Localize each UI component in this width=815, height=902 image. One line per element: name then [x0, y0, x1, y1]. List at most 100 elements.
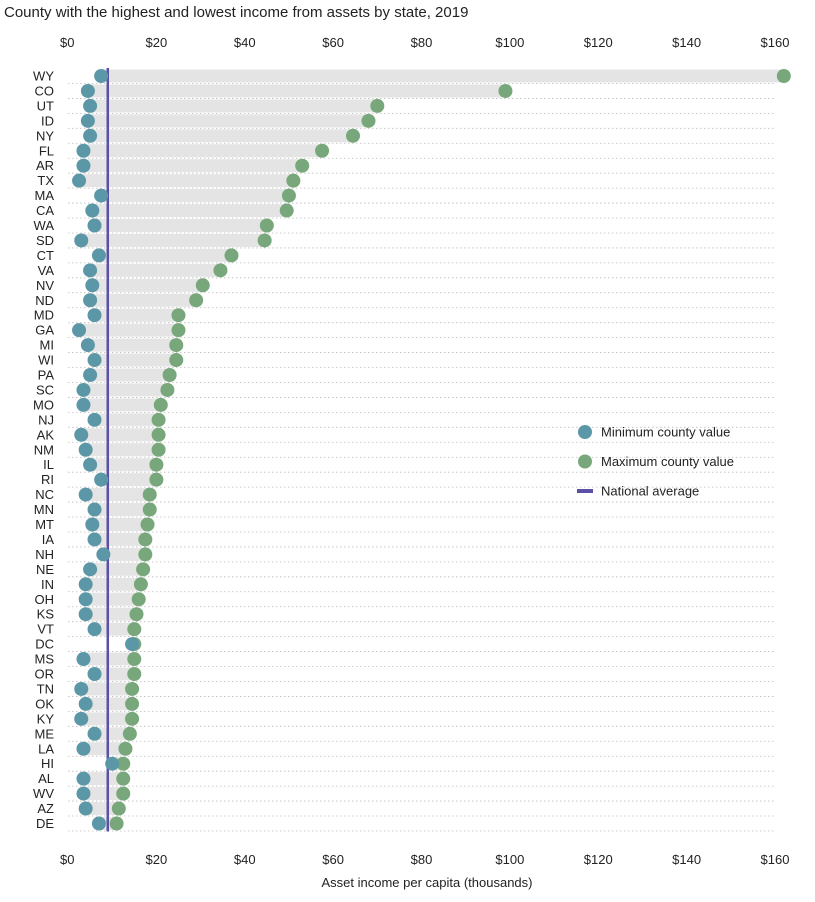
- top-tick-label: $0: [60, 35, 74, 50]
- bottom-axis-ticks: $0 $20 $40 $60 $80 $100 $120 $140 $160: [60, 852, 789, 867]
- range-bar-nm: [85, 443, 159, 457]
- max-dot-ct: [224, 248, 239, 263]
- range-bar-va: [90, 263, 221, 277]
- min-dot-tn: [74, 681, 89, 696]
- range-bar-ct: [98, 248, 232, 262]
- state-label-mt: MT: [35, 517, 54, 532]
- top-tick-label: $160: [761, 35, 790, 50]
- state-label-ak: AK: [37, 427, 55, 442]
- state-label-nh: NH: [35, 547, 54, 562]
- top-tick-label: $60: [322, 35, 344, 50]
- range-bar-tx: [79, 174, 294, 188]
- min-dot-mi: [80, 338, 95, 353]
- min-dot-nh: [96, 547, 111, 562]
- min-dot-nc: [78, 487, 93, 502]
- state-label-il: IL: [43, 457, 54, 472]
- top-tick-label: $120: [584, 35, 613, 50]
- state-label-ma: MA: [35, 188, 55, 203]
- max-dot-nd: [189, 293, 204, 308]
- state-label-va: VA: [38, 263, 55, 278]
- range-bar-sc: [83, 383, 168, 397]
- range-bar-id: [87, 114, 369, 128]
- min-dot-ks: [78, 607, 93, 622]
- range-bar-az: [85, 802, 119, 816]
- top-tick-label: $40: [234, 35, 256, 50]
- max-dot-wy: [776, 69, 791, 83]
- max-dot-az: [111, 801, 126, 816]
- min-dot-in: [78, 577, 93, 592]
- max-dot-ks: [129, 607, 144, 622]
- range-bar-ca: [92, 204, 287, 218]
- range-bar-nv: [92, 278, 203, 292]
- range-bar-ma: [101, 189, 289, 203]
- top-axis-ticks: $0 $20 $40 $60 $80 $100 $120 $140 $160: [60, 35, 789, 50]
- min-dot-ak: [74, 427, 89, 442]
- max-dot-va: [213, 263, 228, 278]
- max-dot-al: [116, 771, 131, 786]
- state-label-ar: AR: [36, 158, 54, 173]
- range-bar-co: [87, 84, 506, 98]
- state-label-co: CO: [35, 83, 55, 98]
- min-dot-ms: [76, 652, 91, 667]
- min-dot-wv: [76, 786, 91, 801]
- state-label-ca: CA: [36, 203, 54, 218]
- max-dot-wa: [259, 218, 274, 233]
- state-label-ks: KS: [37, 607, 55, 622]
- min-dot-ma: [94, 188, 109, 203]
- range-bar-vt: [94, 622, 135, 636]
- min-dot-ia: [87, 532, 102, 547]
- min-dot-wa: [87, 218, 102, 233]
- state-label-ky: KY: [37, 711, 55, 726]
- state-label-wa: WA: [34, 218, 55, 233]
- state-label-tx: TX: [37, 173, 54, 188]
- range-bar-nc: [85, 488, 150, 502]
- max-dot-nm: [151, 442, 166, 457]
- min-dot-wi: [87, 353, 102, 368]
- state-label-ut: UT: [37, 98, 54, 113]
- state-label-ok: OK: [35, 696, 54, 711]
- range-bar-ks: [85, 607, 137, 621]
- state-label-hi: HI: [41, 756, 54, 771]
- state-label-id: ID: [41, 113, 54, 128]
- max-dot-mt: [140, 517, 155, 532]
- range-bar-al: [83, 772, 124, 786]
- max-dot-ok: [125, 696, 140, 711]
- range-bar-ut: [90, 99, 378, 113]
- max-dot-ms: [127, 652, 142, 667]
- min-dot-la: [76, 741, 91, 756]
- min-dot-nd: [83, 293, 98, 308]
- state-label-fl: FL: [39, 143, 54, 158]
- bottom-tick-label: $40: [234, 852, 256, 867]
- max-dot-me: [122, 726, 137, 741]
- range-bar-me: [94, 727, 130, 741]
- min-dot-ok: [78, 696, 93, 711]
- max-dot-ne: [136, 562, 151, 577]
- state-label-or: OR: [35, 667, 55, 682]
- state-label-la: LA: [38, 741, 54, 756]
- legend-max-label: Maximum county value: [601, 454, 734, 469]
- state-label-oh: OH: [35, 592, 55, 607]
- range-bar-wi: [94, 353, 177, 367]
- max-dot-tx: [286, 173, 301, 188]
- range-bar-il: [90, 458, 157, 472]
- max-dot-sc: [160, 382, 175, 397]
- legend-average-label: National average: [601, 484, 699, 499]
- min-dot-al: [76, 771, 91, 786]
- min-dot-mt: [85, 517, 100, 532]
- min-dot-mo: [76, 397, 91, 412]
- range-bar-md: [94, 308, 179, 322]
- min-dot-de: [91, 816, 106, 831]
- range-bar-ny: [90, 129, 354, 143]
- max-dot-tn: [125, 681, 140, 696]
- bottom-tick-label: $80: [411, 852, 433, 867]
- legend-average-swatch: [577, 489, 593, 493]
- min-dot-vt: [87, 622, 102, 637]
- max-dot-nc: [142, 487, 157, 502]
- state-label-mi: MI: [40, 338, 54, 353]
- range-bar-ak: [81, 428, 159, 442]
- min-dot-nj: [87, 412, 102, 427]
- state-label-tn: TN: [37, 681, 54, 696]
- chart-title: County with the highest and lowest incom…: [4, 4, 469, 21]
- state-label-mo: MO: [33, 397, 54, 412]
- state-label-de: DE: [36, 816, 54, 831]
